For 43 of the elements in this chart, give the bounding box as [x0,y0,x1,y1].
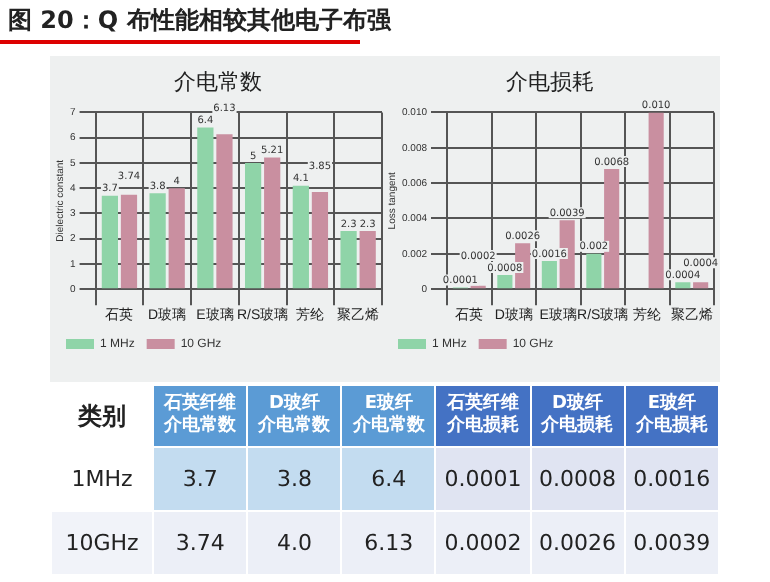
bar [149,193,166,289]
bar [101,195,118,289]
text: 0.0026 [538,530,616,556]
category-label: D玻纤介电常数 [248,386,341,446]
text: 0.0016 [633,466,711,492]
category-label: 10GHz [65,530,139,556]
bar [359,231,376,289]
text: 类别 [52,386,152,446]
bar [340,231,357,289]
chart-title: 介电常数 [174,68,262,95]
text: 4.0 [276,530,312,556]
bar [120,194,138,289]
bar [675,282,691,289]
chart-title: 介电损耗 [506,68,594,95]
category-label: E玻纤介电损耗 [625,386,718,446]
bar [244,162,262,289]
bar [497,275,513,289]
bar [311,191,329,289]
text: 3.7 [182,466,218,492]
bar [216,134,233,289]
text: 图 20：Q 布性能相较其他电子布强 [8,4,391,38]
bar [604,168,620,289]
bar [586,253,602,289]
text: 0.0002 [444,530,522,556]
bar [541,260,557,289]
bar [264,157,281,289]
text: 3.8 [276,466,312,492]
text: 3.74 [175,530,225,556]
category-label: E玻纤介电常数 [342,386,435,446]
bar [168,188,185,289]
category-label: D玻纤介电损耗 [531,386,624,446]
text: 0.0001 [444,466,522,492]
bar [197,127,214,289]
category-label: 1MHz [71,466,133,492]
bar [693,282,709,289]
category-label: 石英纤维介电损耗 [436,386,530,446]
bar [292,185,309,289]
text: 6.13 [364,530,414,556]
text: 0.0039 [633,530,711,556]
text: 0.0008 [538,466,616,492]
bar [648,112,664,289]
text: 6.4 [371,466,407,492]
category-label: 石英纤维介电常数 [154,386,247,446]
